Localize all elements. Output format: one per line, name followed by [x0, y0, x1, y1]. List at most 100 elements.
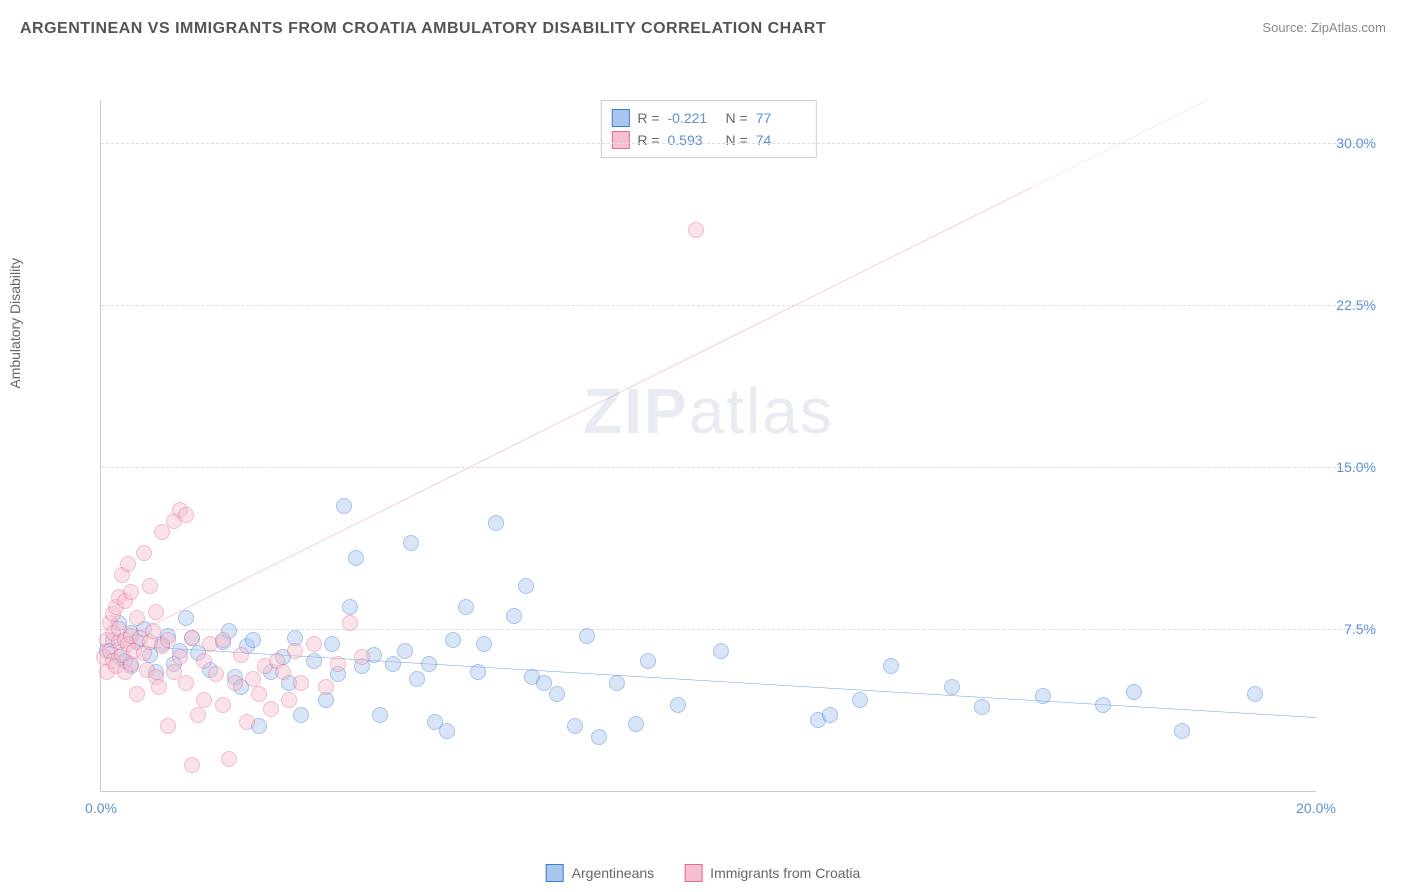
scatter-point — [190, 707, 206, 723]
legend-item: Immigrants from Croatia — [684, 864, 860, 882]
scatter-point — [160, 632, 176, 648]
y-tick-label: 15.0% — [1336, 459, 1376, 475]
scatter-point — [178, 675, 194, 691]
legend-swatch — [684, 864, 702, 882]
scatter-point — [245, 632, 261, 648]
scatter-point — [129, 610, 145, 626]
scatter-point — [409, 671, 425, 687]
scatter-point — [245, 671, 261, 687]
scatter-point — [136, 545, 152, 561]
scatter-point — [883, 658, 899, 674]
scatter-point — [293, 707, 309, 723]
scatter-point — [184, 757, 200, 773]
scatter-point — [172, 649, 188, 665]
scatter-point — [1126, 684, 1142, 700]
legend-label: Immigrants from Croatia — [710, 865, 860, 881]
scatter-point — [506, 608, 522, 624]
scatter-point — [160, 718, 176, 734]
scatter-point — [215, 697, 231, 713]
chart-title: ARGENTINEAN VS IMMIGRANTS FROM CROATIA A… — [20, 20, 826, 38]
scatter-point — [579, 628, 595, 644]
n-value: 74 — [756, 132, 806, 148]
scatter-point — [397, 643, 413, 659]
legend-swatch — [546, 864, 564, 882]
n-label: N = — [726, 110, 748, 126]
scatter-point — [196, 692, 212, 708]
scatter-point — [385, 656, 401, 672]
source-label: Source: — [1262, 20, 1307, 35]
source-link[interactable]: ZipAtlas.com — [1311, 20, 1386, 35]
scatter-point — [129, 686, 145, 702]
scatter-point — [151, 679, 167, 695]
scatter-point — [567, 718, 583, 734]
gridline — [101, 467, 1366, 468]
scatter-point — [1174, 723, 1190, 739]
legend-item: Argentineans — [546, 864, 655, 882]
scatter-point — [142, 578, 158, 594]
watermark: ZIPatlas — [583, 374, 834, 448]
source-attribution: Source: ZipAtlas.com — [1262, 20, 1386, 35]
scatter-point — [306, 636, 322, 652]
scatter-point — [609, 675, 625, 691]
scatter-point — [275, 664, 291, 680]
series-legend: Argentineans Immigrants from Croatia — [546, 864, 861, 882]
r-label: R = — [637, 132, 659, 148]
y-axis-label: Ambulatory Disability — [7, 258, 23, 389]
y-tick-label: 30.0% — [1336, 135, 1376, 151]
scatter-point — [1095, 697, 1111, 713]
scatter-point — [208, 666, 224, 682]
y-tick-label: 22.5% — [1336, 297, 1376, 313]
r-label: R = — [637, 110, 659, 126]
scatter-point — [403, 535, 419, 551]
scatter-point — [251, 686, 267, 702]
scatter-point — [293, 675, 309, 691]
scatter-point — [852, 692, 868, 708]
scatter-point — [318, 679, 334, 695]
scatter-point — [221, 751, 237, 767]
scatter-point — [330, 656, 346, 672]
scatter-point — [591, 729, 607, 745]
x-tick-label: 0.0% — [85, 800, 117, 816]
n-value: 77 — [756, 110, 806, 126]
scatter-point — [215, 632, 231, 648]
watermark-light: atlas — [689, 375, 834, 447]
gridline — [101, 143, 1366, 144]
scatter-point — [439, 723, 455, 739]
legend-swatch — [611, 109, 629, 127]
scatter-point — [372, 707, 388, 723]
scatter-point — [263, 701, 279, 717]
scatter-point — [421, 656, 437, 672]
n-label: N = — [726, 132, 748, 148]
scatter-point — [306, 653, 322, 669]
plot-area: ZIPatlas R =-0.221N =77R =0.593N =74 7.5… — [100, 100, 1316, 792]
stats-row: R =-0.221N =77 — [611, 107, 805, 129]
scatter-point — [518, 578, 534, 594]
scatter-point — [145, 623, 161, 639]
scatter-point — [336, 498, 352, 514]
scatter-point — [239, 714, 255, 730]
scatter-point — [148, 604, 164, 620]
scatter-point — [184, 630, 200, 646]
y-tick-label: 7.5% — [1344, 621, 1376, 637]
scatter-point — [342, 599, 358, 615]
stats-legend: R =-0.221N =77R =0.593N =74 — [600, 100, 816, 158]
scatter-point — [688, 222, 704, 238]
x-tick-label: 20.0% — [1296, 800, 1336, 816]
scatter-point — [458, 599, 474, 615]
r-value: 0.593 — [668, 132, 718, 148]
scatter-point — [670, 697, 686, 713]
scatter-point — [178, 507, 194, 523]
scatter-point — [354, 649, 370, 665]
scatter-point — [227, 675, 243, 691]
stats-row: R = 0.593 N = 74 — [611, 129, 805, 151]
scatter-point — [488, 515, 504, 531]
legend-label: Argentineans — [572, 865, 655, 881]
scatter-point — [445, 632, 461, 648]
scatter-point — [123, 584, 139, 600]
scatter-point — [178, 610, 194, 626]
scatter-point — [549, 686, 565, 702]
scatter-point — [974, 699, 990, 715]
scatter-point — [287, 643, 303, 659]
watermark-bold: ZIP — [583, 375, 689, 447]
scatter-point — [470, 664, 486, 680]
